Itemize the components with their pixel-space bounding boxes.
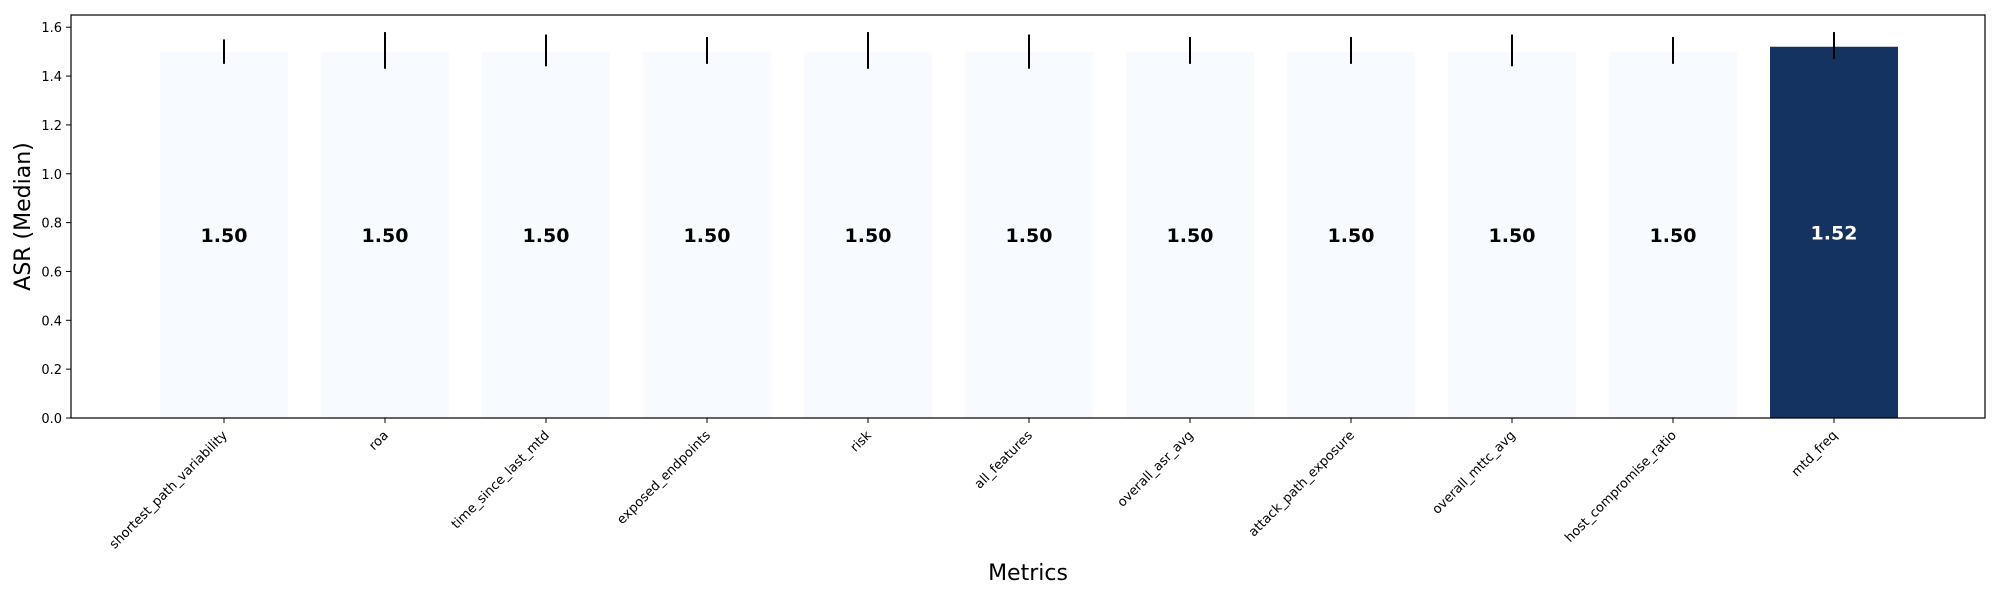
bar-value-label: 1.50 — [523, 225, 570, 247]
bar-roa — [321, 51, 449, 419]
y-tick-label: 1.0 — [41, 168, 62, 183]
bar-value-label: 1.50 — [1167, 225, 1214, 247]
y-axis: 0.0 0.2 0.4 0.6 0.8 1.0 1.2 1.4 1.6 — [41, 21, 71, 427]
x-tick-label: attack_path_exposure — [1246, 428, 1358, 540]
y-tick-label: 1.4 — [41, 70, 62, 85]
y-tick-label: 1.2 — [41, 119, 62, 134]
bar-exposed_endpoints — [643, 51, 771, 419]
bar-value-label: 1.50 — [201, 225, 248, 247]
x-tick-label: risk — [848, 428, 875, 455]
x-axis-title: Metrics — [988, 561, 1068, 586]
bar-host_compromise_ratio — [1609, 51, 1737, 419]
bar-attack_path_exposure — [1287, 51, 1415, 419]
bar-overall_asr_avg — [1126, 51, 1254, 419]
y-tick-label: 0.4 — [41, 314, 62, 329]
x-tick-label: mtd_freq — [1789, 428, 1841, 480]
x-tick-label: overall_asr_avg — [1115, 428, 1197, 510]
x-tick-label: host_compromise_ratio — [1562, 428, 1679, 545]
y-tick-label: 1.6 — [41, 21, 62, 36]
y-tick-label: 0.2 — [41, 363, 62, 378]
bar-mtd_freq — [1770, 46, 1898, 418]
x-axis: shortest_path_variability roa time_since_l… — [107, 418, 1841, 552]
y-axis-title: ASR (Median) — [11, 142, 36, 290]
bar-overall_mttc_avg — [1448, 51, 1576, 419]
y-tick-label: 0.6 — [41, 265, 62, 280]
x-tick-label: roa — [366, 428, 391, 453]
bar-value-label: 1.50 — [362, 225, 409, 247]
bar-value-label: 1.50 — [1328, 225, 1375, 247]
x-tick-label: exposed_endpoints — [614, 428, 714, 528]
y-tick-label: 0.8 — [41, 217, 62, 232]
bar-value-label: 1.50 — [1489, 225, 1536, 247]
bar-value-label: 1.52 — [1811, 222, 1858, 244]
bars-group — [160, 46, 1898, 419]
bar-value-labels-group: 1.50 1.50 1.50 1.50 1.50 1.50 1.50 1.50 1.50 1.50… — [201, 222, 1858, 246]
bar-all_features — [965, 51, 1093, 419]
plot-frame — [70, 14, 1986, 419]
x-tick-label: shortest_path_variability — [107, 428, 231, 552]
bar-value-label: 1.50 — [845, 225, 892, 247]
y-tick-label: 0.0 — [41, 412, 62, 427]
bar-risk — [804, 51, 932, 419]
error-bars-group — [223, 32, 1835, 69]
x-tick-label: all_features — [972, 428, 1036, 492]
bar-value-label: 1.50 — [684, 225, 731, 247]
bar-value-label: 1.50 — [1006, 225, 1053, 247]
bar-time_since_last_mtd — [482, 51, 610, 419]
bar-value-label: 1.50 — [1650, 225, 1697, 247]
x-tick-label: overall_mttc_avg — [1430, 428, 1519, 517]
x-tick-label: time_since_last_mtd — [449, 428, 553, 532]
bar-shortest_path_variability — [160, 51, 288, 419]
